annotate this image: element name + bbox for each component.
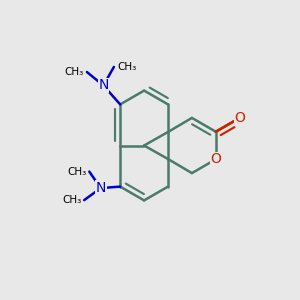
Text: O: O: [235, 111, 245, 125]
Text: O: O: [210, 152, 221, 166]
Text: N: N: [95, 181, 106, 195]
Text: CH₃: CH₃: [67, 167, 86, 177]
Text: CH₃: CH₃: [64, 67, 84, 77]
Text: CH₃: CH₃: [117, 62, 136, 72]
Text: N: N: [98, 79, 109, 92]
Text: CH₃: CH₃: [62, 195, 81, 205]
